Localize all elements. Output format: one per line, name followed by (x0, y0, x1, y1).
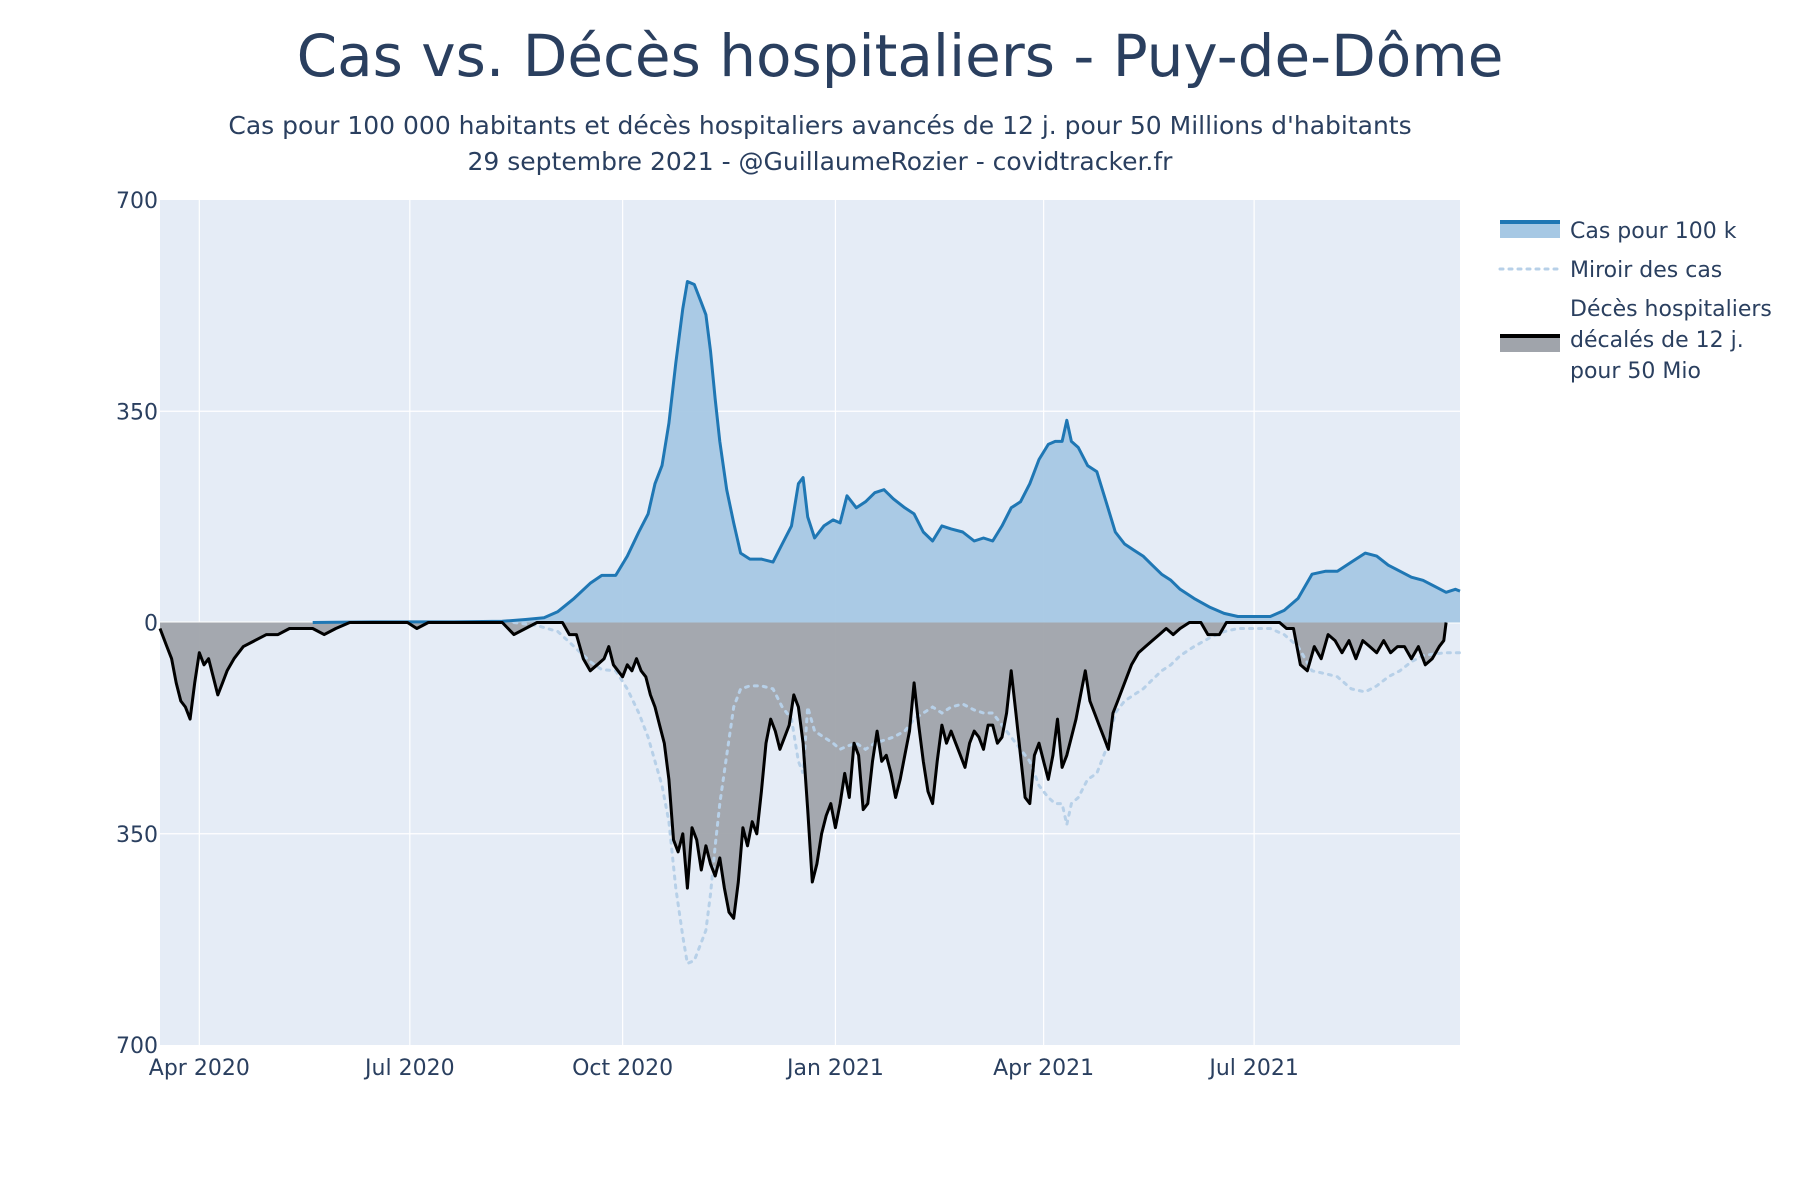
y-tick-label: 700 (116, 1034, 158, 1059)
chart-subtitle: Cas pour 100 000 habitants et décès hosp… (0, 108, 1640, 180)
y-axis: 700 350 0 350 700 (116, 189, 158, 1059)
legend: Cas pour 100 k Miroir des cas Décès hospit… (1498, 219, 1772, 384)
y-tick-label: 350 (116, 823, 158, 848)
x-tick-label: Apr 2021 (993, 1056, 1094, 1081)
subtitle-line-1: Cas pour 100 000 habitants et décès hosp… (228, 111, 1412, 140)
legend-label-deaths-line: décalés de 12 j. (1570, 328, 1744, 353)
x-axis: Apr 2020 Jul 2020 Oct 2020 Jan 2021 Apr 2021… (149, 1056, 1299, 1081)
legend-label-mirror: Miroir des cas (1570, 258, 1722, 283)
series-lines (158, 280, 1462, 966)
x-tick-label: Jul 2020 (363, 1056, 455, 1081)
y-tick-label: 0 (144, 612, 158, 637)
x-tick-label: Jan 2021 (785, 1056, 884, 1081)
chart-title: Cas vs. Décès hospitaliers - Puy-de-Dôme (296, 22, 1504, 90)
legend-label-cases: Cas pour 100 k (1570, 219, 1737, 244)
legend-label-deaths-line: Décès hospitaliers (1570, 297, 1772, 322)
series-line-deaths (158, 621, 1448, 920)
series-area-cases (312, 281, 1461, 623)
y-tick-label: 350 (116, 400, 158, 425)
x-tick-label: Oct 2020 (572, 1056, 673, 1081)
legend-swatch-deaths-fill (1500, 336, 1560, 352)
series-line-cases (312, 280, 1461, 624)
x-tick-label: Apr 2020 (149, 1056, 250, 1081)
legend-label-deaths-line: pour 50 Mio (1570, 359, 1701, 384)
y-tick-label: 700 (116, 189, 158, 214)
x-tick-label: Jul 2021 (1207, 1056, 1299, 1081)
legend-swatch-cases-fill (1500, 222, 1560, 238)
series-line-mirror (512, 621, 1462, 966)
subtitle-line-2: 29 septembre 2021 - @GuillaumeRozier - c… (467, 147, 1173, 176)
